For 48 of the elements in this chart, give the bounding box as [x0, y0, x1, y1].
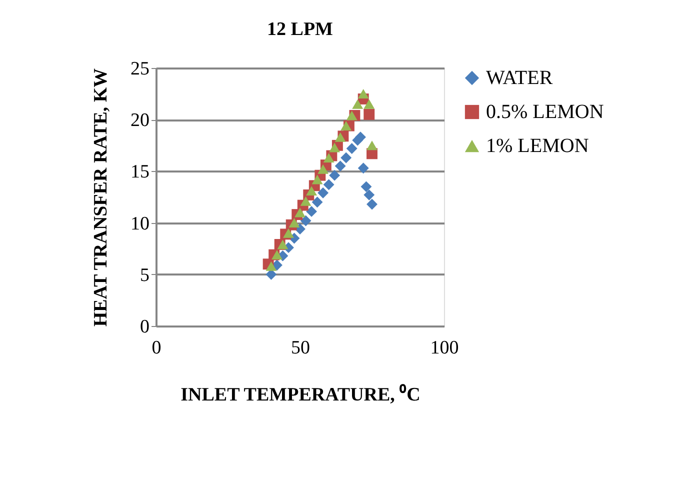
point — [346, 110, 358, 120]
point — [366, 140, 378, 150]
legend-label: WATER — [486, 67, 554, 89]
x-tick-label: 50 — [291, 338, 310, 358]
point — [364, 99, 375, 109]
y-tick-label: 5 — [140, 264, 150, 286]
point — [312, 174, 323, 184]
point — [288, 218, 300, 228]
point — [271, 250, 282, 260]
point — [283, 228, 294, 238]
y-tick-label: 0 — [140, 316, 150, 338]
legend-label: 1% LEMON — [486, 135, 589, 157]
point — [300, 215, 312, 226]
y-axis-title: HEAT TRANSFER RATE, KW — [90, 68, 112, 327]
point — [340, 121, 352, 131]
y-tick-label: 10 — [130, 213, 150, 234]
point — [340, 152, 352, 164]
y-tick-label: 25 — [130, 58, 150, 80]
point — [360, 181, 372, 192]
point — [318, 164, 329, 174]
point — [277, 240, 288, 250]
point — [266, 261, 277, 271]
y-tick-label: 20 — [130, 110, 150, 132]
point — [323, 179, 334, 190]
point — [300, 196, 312, 206]
point — [364, 189, 375, 200]
point — [318, 187, 329, 198]
point — [334, 132, 346, 142]
point — [323, 153, 334, 163]
y-tick-label: 15 — [130, 162, 150, 183]
point — [364, 108, 375, 120]
legend-label: 0.5% LEMON — [486, 101, 604, 123]
point — [358, 162, 369, 174]
point — [329, 170, 340, 181]
point — [358, 89, 369, 99]
x-tick-label: 100 — [430, 338, 459, 358]
point — [352, 99, 364, 109]
point — [346, 143, 358, 154]
point — [355, 132, 366, 143]
point — [312, 196, 323, 208]
x-axis-title: INLET TEMPERATURE, ⁰C — [180, 384, 420, 406]
point — [334, 160, 346, 172]
point — [329, 142, 340, 152]
point — [306, 206, 317, 217]
point — [306, 186, 317, 196]
point — [366, 198, 378, 210]
chart-title: 12 LPM — [267, 19, 334, 40]
point — [294, 208, 306, 218]
